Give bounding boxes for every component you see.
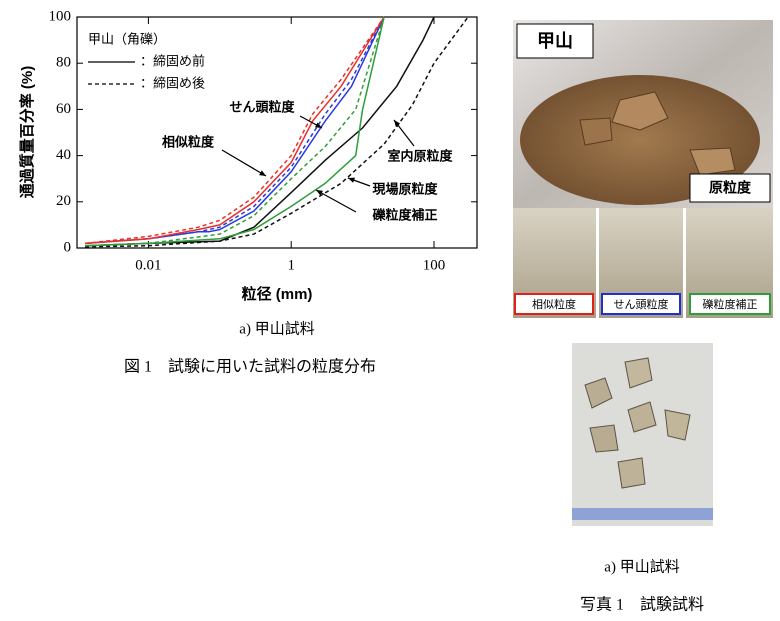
legend-label: ：締固め後 bbox=[140, 75, 205, 90]
specimen bbox=[589, 424, 619, 453]
specimen bbox=[627, 401, 657, 433]
series-line bbox=[85, 16, 385, 245]
arrow-head bbox=[348, 177, 355, 183]
series-line bbox=[85, 16, 385, 247]
series-line bbox=[85, 16, 385, 245]
photo-rock bbox=[611, 91, 669, 131]
sub-caption: a) 甲山試料 bbox=[604, 558, 679, 575]
figure-caption: 図 1 試験に用いた試料の粒度分布 bbox=[124, 358, 376, 376]
specimen bbox=[617, 457, 646, 489]
series-annotation: 現場原粒度 bbox=[372, 181, 438, 196]
y-tick-label: 100 bbox=[49, 8, 72, 24]
x-tick-label: 0.01 bbox=[135, 257, 161, 273]
sample-label-box bbox=[601, 293, 681, 315]
arrow-head bbox=[315, 122, 322, 128]
specimen bbox=[664, 409, 691, 441]
sample-label-box bbox=[689, 293, 771, 315]
y-tick-label: 0 bbox=[64, 239, 72, 255]
photo-rock bbox=[689, 147, 736, 176]
sample-label: 相似粒度 bbox=[532, 297, 576, 311]
x-tick-label: 100 bbox=[423, 257, 446, 273]
y-tick-label: 40 bbox=[56, 147, 71, 163]
series-annotation: 相似粒度 bbox=[162, 134, 215, 149]
annotation-arrow bbox=[315, 189, 357, 213]
y-axis-label: 通過質量百分率 (%) bbox=[18, 66, 36, 199]
y-tick-label: 20 bbox=[56, 193, 71, 209]
y-tick-label: 60 bbox=[56, 101, 71, 117]
specimen bbox=[584, 377, 613, 409]
photo-label: 甲山 bbox=[537, 31, 573, 51]
series-line bbox=[85, 16, 385, 245]
sample-label: せん頭粒度 bbox=[614, 297, 669, 311]
photo-tag-box bbox=[689, 173, 771, 203]
legend-label: ：締固め前 bbox=[140, 53, 205, 68]
sample-label: 礫粒度補正 bbox=[703, 297, 758, 311]
series-line bbox=[85, 16, 385, 245]
arrow-head bbox=[316, 190, 323, 196]
scale-ruler bbox=[572, 508, 713, 520]
series-annotation: 礫粒度補正 bbox=[372, 207, 437, 222]
photo-tag: 原粒度 bbox=[709, 180, 752, 196]
series-line bbox=[85, 16, 385, 247]
photo-rock bbox=[579, 117, 613, 146]
y-tick-label: 80 bbox=[56, 55, 71, 71]
x-tick-label: 1 bbox=[287, 257, 295, 273]
arrow-head bbox=[394, 120, 401, 127]
x-axis-label: 粒径 (mm) bbox=[242, 285, 313, 303]
specimen bbox=[624, 357, 653, 389]
photo-caption: 写真 1 試験試料 bbox=[580, 596, 704, 614]
annotation-arrow bbox=[221, 149, 267, 177]
plot-frame bbox=[76, 16, 478, 249]
series-annotation: せん頭粒度 bbox=[229, 99, 295, 114]
photo-label-box bbox=[516, 23, 594, 59]
sub-caption: a) 甲山試料 bbox=[239, 320, 314, 337]
legend-title: 甲山（角礫） bbox=[88, 31, 166, 46]
arrow-head bbox=[259, 170, 266, 176]
sample-label-box bbox=[514, 293, 594, 315]
series-line bbox=[85, 16, 435, 247]
series-annotation: 室内原粒度 bbox=[387, 148, 453, 163]
series-line bbox=[85, 16, 469, 248]
